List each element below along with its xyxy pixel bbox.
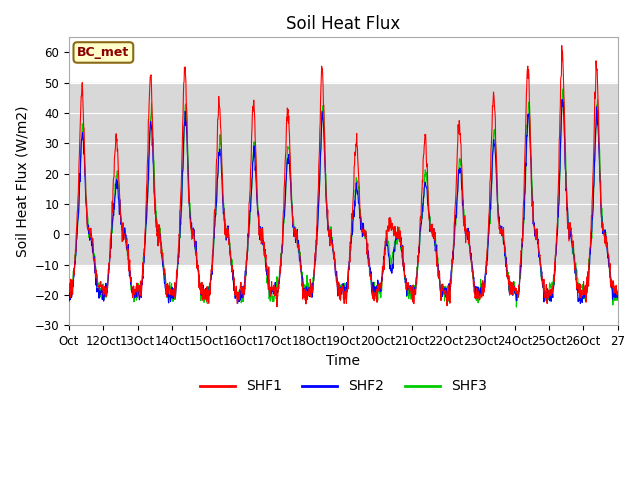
SHF2 [65,290,73,296]
SHF2 [553,234,561,240]
Line: SHF2: SHF2 [69,99,618,303]
SHF2 [329,246,337,252]
SHF3 [559,86,566,92]
SHF1 [558,43,566,48]
SHF3 [553,235,561,240]
SHF1 [553,224,561,229]
SHF2 [607,285,615,290]
SHF3 [329,248,337,254]
Bar [69,83,618,264]
SHF1 [473,286,481,291]
Y-axis label: Soil Heat Flux (W/m2): Soil Heat Flux (W/m2) [15,106,29,257]
SHF2 [319,111,326,117]
Line: SHF3: SHF3 [69,89,618,307]
SHF2 [577,300,584,306]
SHF1 [151,206,159,212]
SHF3 [151,186,159,192]
Text: BC_met: BC_met [77,46,129,59]
SHF3 [607,284,615,289]
SHF3 [513,304,520,310]
SHF2 [558,96,566,102]
SHF2 [614,289,621,295]
Line: SHF1: SHF1 [69,46,618,307]
SHF3 [319,107,326,112]
SHF1 [614,288,621,294]
SHF2 [472,288,480,293]
SHF3 [65,282,73,288]
SHF2 [151,200,159,206]
SHF3 [614,297,621,303]
SHF1 [273,304,281,310]
SHF3 [472,298,480,303]
Title: Soil Heat Flux: Soil Heat Flux [286,15,401,33]
SHF1 [607,283,615,288]
Legend: SHF1, SHF2, SHF3: SHF1, SHF2, SHF3 [195,374,492,399]
SHF1 [319,73,326,79]
SHF1 [329,247,337,252]
X-axis label: Time: Time [326,354,360,368]
SHF1 [65,287,73,293]
